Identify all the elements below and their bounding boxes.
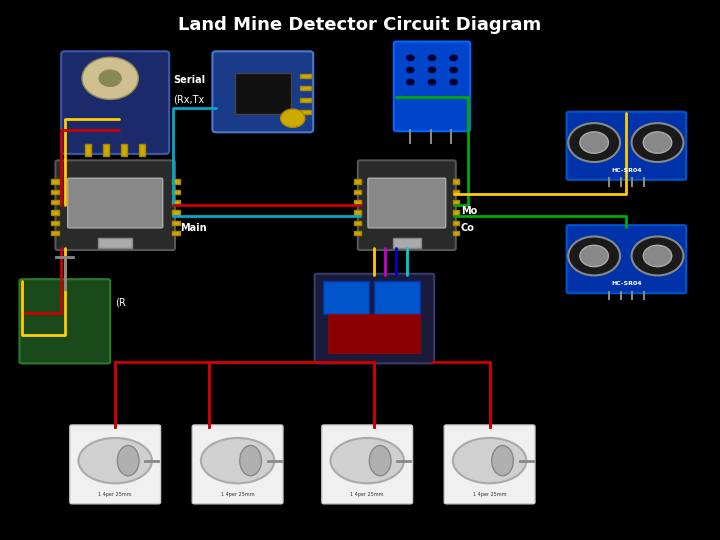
FancyBboxPatch shape [315,274,434,363]
Bar [50,211,59,215]
Bar [453,179,459,184]
FancyBboxPatch shape [55,160,175,250]
Bar [354,211,361,215]
Circle shape [631,237,683,275]
Text: Serial: Serial [173,75,205,85]
FancyBboxPatch shape [394,42,470,131]
Ellipse shape [492,446,513,476]
Bar [50,231,59,235]
Bar [453,231,459,235]
FancyBboxPatch shape [368,178,446,228]
Text: (Rx,Tx: (Rx,Tx [173,94,204,105]
Bar [50,221,59,225]
FancyBboxPatch shape [444,425,535,504]
FancyBboxPatch shape [70,425,161,504]
Circle shape [450,79,457,85]
Bar [354,200,361,204]
Bar [171,179,180,184]
Circle shape [450,68,457,73]
Bar [171,190,180,194]
Text: Co: Co [461,223,474,233]
Ellipse shape [117,446,139,476]
Bar [171,231,180,235]
FancyBboxPatch shape [322,425,413,504]
Circle shape [407,68,414,73]
Text: Main: Main [180,223,207,233]
Circle shape [428,68,436,73]
FancyBboxPatch shape [61,51,169,154]
Bar [171,221,180,225]
Ellipse shape [369,446,391,476]
Bar [354,231,361,235]
Ellipse shape [78,438,152,483]
Circle shape [99,70,122,87]
Ellipse shape [201,438,274,483]
Bar [121,144,127,156]
Text: HC-SR04: HC-SR04 [611,168,642,173]
Circle shape [407,55,414,60]
Bar [300,98,312,103]
Text: 1 4per 25mm: 1 4per 25mm [221,492,254,497]
Bar [354,221,361,225]
Bar [354,179,361,184]
Ellipse shape [453,438,526,483]
Circle shape [428,55,436,60]
FancyBboxPatch shape [567,225,686,293]
FancyBboxPatch shape [192,425,283,504]
FancyBboxPatch shape [212,51,313,132]
Bar [374,281,420,314]
Circle shape [643,245,672,267]
Bar [453,211,459,215]
Circle shape [568,237,620,275]
Bar [98,238,132,248]
Circle shape [82,57,138,99]
Text: 1 4per 25mm: 1 4per 25mm [99,492,132,497]
Bar [393,238,420,248]
Bar [171,211,180,215]
Circle shape [428,79,436,85]
Ellipse shape [330,438,404,483]
Bar [453,200,459,204]
Bar [140,144,145,156]
Text: 1 4per 25mm: 1 4per 25mm [351,492,384,497]
Circle shape [580,132,608,153]
Bar [323,281,369,314]
FancyBboxPatch shape [567,112,686,180]
Bar [103,144,109,156]
Bar [354,190,361,194]
Bar [453,190,459,194]
Circle shape [631,123,683,162]
FancyBboxPatch shape [68,178,163,228]
Bar [85,144,91,156]
Text: Land Mine Detector Circuit Diagram: Land Mine Detector Circuit Diagram [179,16,541,34]
Bar [300,110,312,114]
Bar [50,179,59,184]
Circle shape [643,132,672,153]
Bar [171,200,180,204]
Bar [50,190,59,194]
Bar [328,314,420,353]
Circle shape [580,245,608,267]
Text: (R: (R [115,297,126,307]
FancyBboxPatch shape [358,160,456,250]
Circle shape [450,55,457,60]
Bar [300,73,312,78]
Circle shape [281,109,305,127]
Circle shape [568,123,620,162]
Circle shape [407,79,414,85]
FancyBboxPatch shape [19,279,110,363]
Bar [300,86,312,90]
Bar [235,73,291,114]
Text: Mo: Mo [461,206,477,216]
Bar [453,221,459,225]
Text: 1 4per 25mm: 1 4per 25mm [473,492,506,497]
Bar [50,200,59,204]
Text: HC-SR04: HC-SR04 [611,281,642,286]
Ellipse shape [240,446,261,476]
